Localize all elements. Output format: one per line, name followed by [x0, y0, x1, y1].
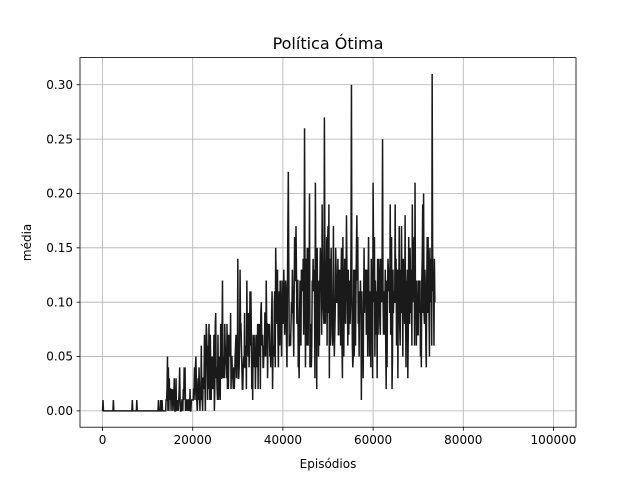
x-axis: 0 20000 40000 60000 80000 100000: [99, 427, 577, 447]
plot-frame: [79, 57, 577, 428]
y-tick-label: 0.05: [46, 350, 73, 364]
y-tick-label: 0.25: [46, 132, 73, 146]
y-tick-label: 0.00: [46, 404, 73, 418]
x-tick-label: 60000: [354, 433, 392, 447]
x-tick-label: 100000: [531, 433, 577, 447]
x-tick-label: 80000: [444, 433, 482, 447]
x-tick-label: 40000: [264, 433, 302, 447]
y-tick-label: 0.30: [46, 78, 73, 92]
y-tick-label: 0.20: [46, 187, 73, 201]
series-layer: [101, 73, 436, 412]
x-tick-label: 20000: [174, 433, 212, 447]
y-axis-label: média: [20, 224, 34, 261]
y-axis: 0.00 0.05 0.10 0.15 0.20 0.25 0.30: [46, 78, 80, 418]
grid-lines: [80, 57, 576, 428]
y-tick-label: 0.15: [46, 241, 73, 255]
x-tick-label: 0: [99, 433, 107, 447]
x-axis-label: Episódios: [300, 457, 357, 471]
series-line: [101, 73, 436, 412]
y-tick-label: 0.10: [46, 295, 73, 309]
chart-title: Política Ótima: [273, 34, 384, 53]
